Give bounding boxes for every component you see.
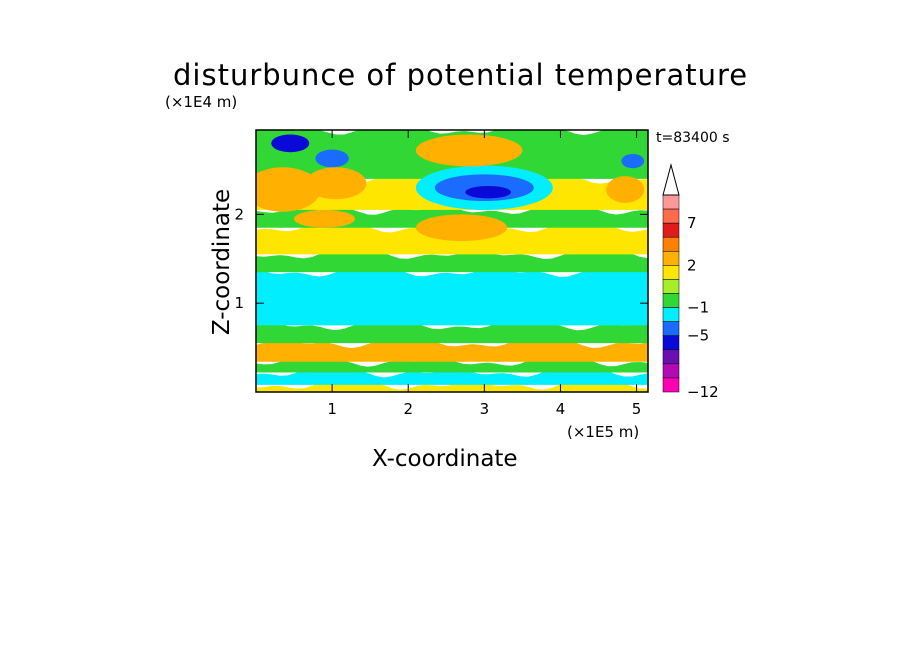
contour-band [256, 338, 648, 362]
colorbar-swatch [662, 349, 680, 365]
chart-title: disturbunce of potential temperature [173, 58, 749, 92]
contour-feature [271, 134, 310, 153]
colorbar-arrow [662, 163, 680, 196]
colorbar-swatch [662, 293, 680, 308]
colorbar-label: 7 [687, 214, 697, 232]
contour-feature [305, 167, 367, 200]
colorbar-swatch [662, 377, 680, 393]
colorbar-swatch [662, 236, 680, 252]
contour-band [256, 379, 648, 392]
colorbar-swatch [662, 363, 680, 379]
contour-feature [621, 153, 645, 169]
colorbar-swatch [662, 208, 680, 224]
colorbar-swatch [662, 335, 680, 351]
x-axis-unit: (×1E5 m) [567, 423, 640, 441]
colorbar-label: −1 [687, 299, 709, 317]
contour-band [256, 249, 648, 273]
contour-band [256, 267, 648, 326]
x-tick-label: 4 [556, 400, 566, 418]
contour-feature [294, 209, 355, 228]
colorbar-swatch [662, 194, 680, 210]
contour-feature [315, 149, 349, 168]
time-annotation: t=83400 s [656, 130, 730, 146]
colorbar-swatch [662, 222, 680, 238]
y-axis-unit: (×1E4 m) [165, 93, 238, 111]
x-tick-label: 3 [480, 400, 490, 418]
contour-feature [415, 134, 523, 167]
y-tick-label: 2 [234, 205, 244, 223]
colorbar-label: −12 [687, 383, 719, 401]
colorbar-swatch [662, 307, 680, 322]
contour-band [256, 320, 648, 344]
x-axis-label: X-coordinate [372, 446, 518, 472]
colorbar-label: 2 [687, 256, 697, 274]
contour-feature [415, 214, 508, 242]
contour-feature [256, 167, 321, 212]
contour-feature [465, 185, 511, 199]
contour-feature [606, 176, 645, 203]
colorbar-swatch [662, 279, 680, 294]
plot-frame [255, 129, 649, 393]
colorbar-swatch [662, 251, 680, 266]
contour-field [256, 130, 648, 392]
x-tick-label: 1 [327, 400, 337, 418]
x-tick-label: 2 [403, 400, 413, 418]
x-tick-label: 5 [632, 400, 642, 418]
colorbar-swatch [662, 265, 680, 280]
y-tick-label: 1 [234, 294, 244, 312]
colorbar-label: −5 [687, 327, 709, 345]
colorbar-swatch [662, 321, 680, 336]
